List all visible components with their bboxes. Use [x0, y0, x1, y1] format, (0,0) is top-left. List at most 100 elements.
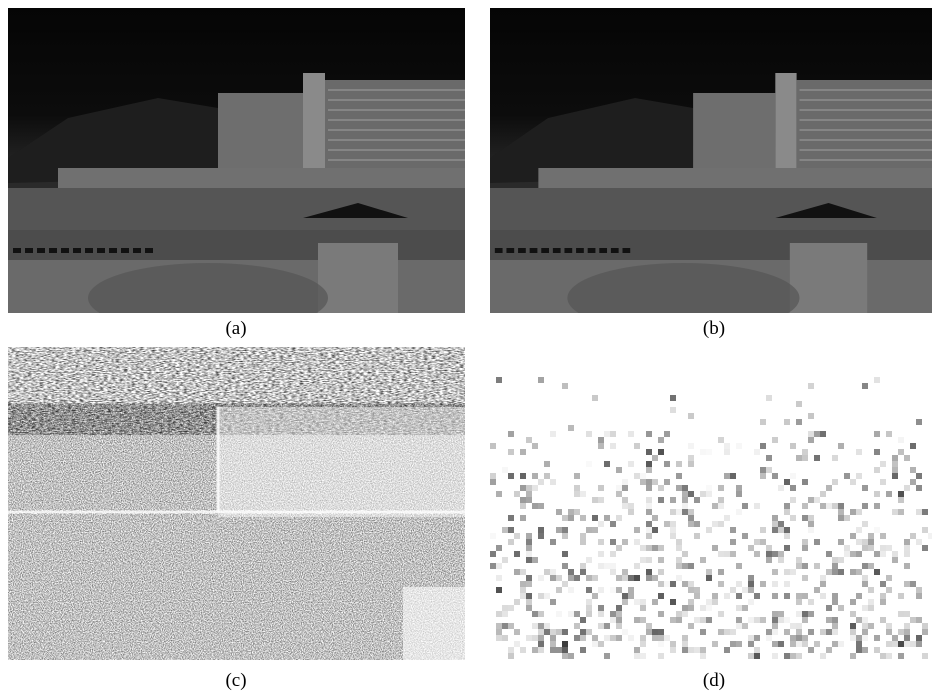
- image-shape: [748, 587, 754, 593]
- image-shape: [496, 377, 502, 383]
- image-shape: [856, 617, 862, 623]
- image-shape: [772, 551, 778, 557]
- image-shape: [574, 473, 580, 479]
- image-shape: [754, 551, 760, 557]
- image-shape: [598, 563, 604, 569]
- image-shape: [802, 641, 808, 647]
- image-shape: [688, 563, 694, 569]
- image-shape: [646, 629, 652, 635]
- image-shape: [664, 635, 670, 641]
- image-shape: [61, 248, 69, 253]
- image-shape: [796, 653, 802, 659]
- image-shape: [862, 629, 868, 635]
- image-shape: [886, 629, 892, 635]
- image-shape: [700, 557, 706, 563]
- image-shape: [916, 539, 922, 545]
- image-shape: [880, 617, 886, 623]
- image-shape: [676, 461, 682, 467]
- image-shape: [652, 455, 658, 461]
- image-shape: [622, 485, 628, 491]
- image-shape: [682, 635, 688, 641]
- image-shape: [880, 599, 886, 605]
- image-shape: [646, 557, 652, 563]
- image-shape: [634, 527, 640, 533]
- image-shape: [568, 515, 574, 521]
- image-shape: [616, 485, 622, 491]
- image-shape: [646, 449, 652, 455]
- image-shape: [766, 629, 772, 635]
- image-shape: [850, 479, 856, 485]
- image-shape: [838, 515, 844, 521]
- image-shape: [700, 449, 706, 455]
- image-shape: [303, 203, 408, 218]
- image-shape: [610, 551, 616, 557]
- image-shape: [892, 509, 898, 515]
- image-shape: [628, 431, 634, 437]
- image-shape: [652, 527, 658, 533]
- image-shape: [850, 623, 856, 629]
- image-shape: [580, 491, 586, 497]
- image-shape: [556, 629, 562, 635]
- image-shape: [652, 575, 658, 581]
- image-shape: [898, 629, 904, 635]
- image-shape: [587, 248, 596, 253]
- image-shape: [496, 575, 502, 581]
- image-shape: [688, 491, 694, 497]
- image-shape: [808, 647, 814, 653]
- image-shape: [490, 98, 694, 183]
- image-shape: [490, 443, 496, 449]
- image-shape: [634, 653, 640, 659]
- image-shape: [8, 188, 465, 233]
- image-shape: [532, 473, 538, 479]
- image-shape: [862, 503, 868, 509]
- image-shape: [568, 569, 574, 575]
- image-shape: [862, 563, 868, 569]
- image-shape: [724, 449, 730, 455]
- image-shape: [844, 515, 850, 521]
- image-shape: [670, 581, 676, 587]
- image-shape: [676, 473, 682, 479]
- image-shape: [916, 641, 922, 647]
- image-shape: [682, 497, 688, 503]
- image-shape: [790, 473, 796, 479]
- image-shape: [772, 641, 778, 647]
- image-shape: [898, 497, 904, 503]
- image-shape: [682, 611, 688, 617]
- image-shape: [610, 617, 616, 623]
- image-shape: [892, 455, 898, 461]
- image-shape: [616, 575, 622, 581]
- image-shape: [784, 509, 790, 515]
- image-shape: [856, 635, 862, 641]
- image-shape: [532, 623, 538, 629]
- image-shape: [640, 479, 646, 485]
- image-shape: [748, 581, 754, 587]
- image-shape: [775, 73, 797, 178]
- image-shape: [562, 563, 568, 569]
- image-shape: [586, 587, 592, 593]
- image-shape: [520, 497, 526, 503]
- image-shape: [886, 491, 892, 497]
- image-shape: [862, 545, 868, 551]
- image-shape: [814, 563, 820, 569]
- image-shape: [688, 647, 694, 653]
- image-shape: [658, 629, 664, 635]
- image-shape: [670, 647, 676, 653]
- image-shape: [850, 629, 856, 635]
- image-shape: [892, 635, 898, 641]
- image-shape: [748, 641, 754, 647]
- image-shape: [742, 503, 748, 509]
- image-shape: [532, 557, 538, 563]
- image-shape: [574, 575, 580, 581]
- image-shape: [820, 575, 826, 581]
- image-shape: [682, 485, 688, 491]
- image-shape: [634, 575, 640, 581]
- image-shape: [604, 563, 610, 569]
- image-shape: [670, 617, 676, 623]
- image-shape: [862, 647, 868, 653]
- image-shape: [898, 653, 904, 659]
- image-shape: [508, 605, 514, 611]
- image-shape: [874, 527, 880, 533]
- image-shape: [520, 473, 526, 479]
- image-shape: [772, 521, 778, 527]
- caption-c: (c): [225, 670, 247, 691]
